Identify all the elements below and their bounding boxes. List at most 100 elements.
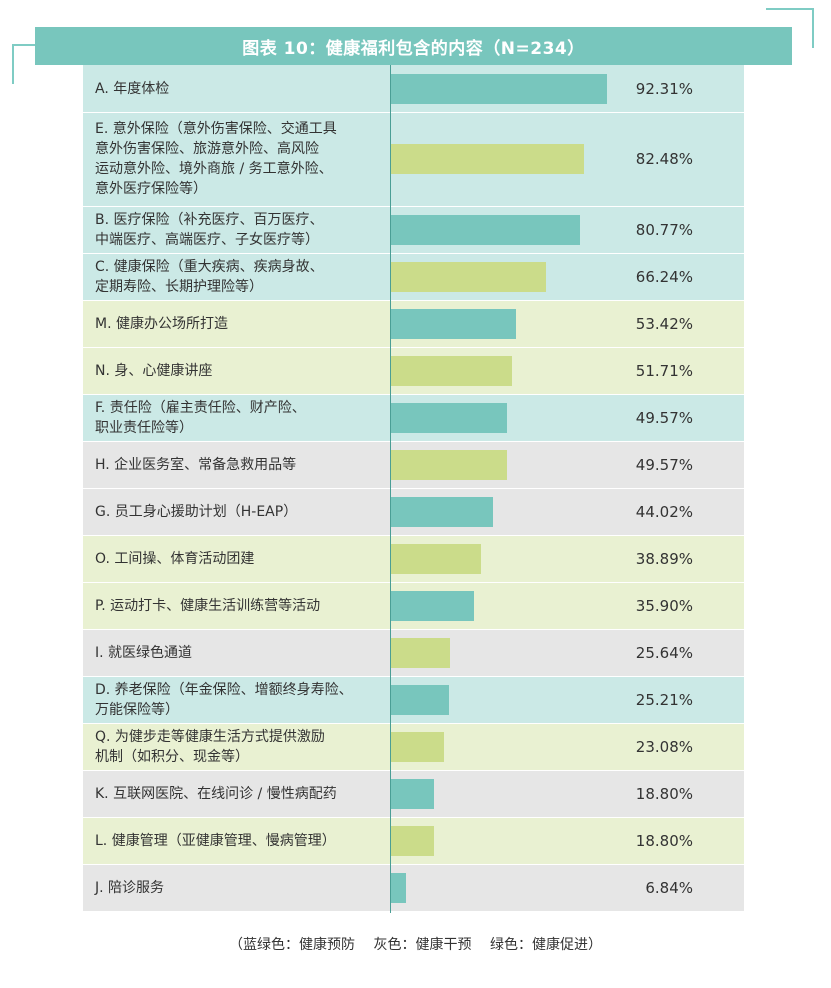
row-separator [83,488,744,489]
value-label: 18.80% [635,784,693,803]
category-label-line: L. 健康管理（亚健康管理、慢病管理） [95,832,336,849]
category-label: O. 工间操、体育活动团建 [95,535,385,582]
category-label: D. 养老保险（年金保险、增额终身寿险、 万能保险等） [95,676,385,723]
bar-chart: A. 年度体检 92.31% E. 意外保险（意外伤害保险、交通工具 意外伤害保险、旅… [83,65,744,913]
chart-row: J. 陪诊服务 6.84% [83,864,744,911]
chart-row: P. 运动打卡、健康生活训练营等活动 35.90% [83,582,744,629]
bar [390,731,445,762]
bar [390,261,546,292]
value-label: 49.57% [635,408,693,427]
color-legend-note: （蓝绿色：健康预防 灰色：健康干预 绿色：健康促进） [229,937,602,953]
value-label: 53.42% [635,314,693,333]
bar [390,144,584,174]
chart-row: B. 医疗保险（补充医疗、百万医疗、 中端医疗、高端医疗、子女医疗等） 80.77% [83,206,744,253]
category-label: I. 就医绿色通道 [95,629,385,676]
category-label: N. 身、心健康讲座 [95,347,385,394]
category-label-line: 中端医疗、高端医疗、子女医疗等） [95,231,319,248]
row-separator [83,629,744,630]
category-label-line: I. 就医绿色通道 [95,644,193,661]
category-label-line: 意外医疗保险等） [95,181,207,197]
row-separator [83,253,744,254]
category-label-line: P. 运动打卡、健康生活训练营等活动 [95,597,321,614]
category-label-line: 意外伤害保险、旅游意外险、高风险 [95,141,319,157]
row-separator [83,441,744,442]
chart-row: E. 意外保险（意外伤害保险、交通工具 意外伤害保险、旅游意外险、高风险 运动意外险… [83,112,744,206]
category-label: A. 年度体检 [95,65,385,112]
category-label: C. 健康保险（重大疾病、疾病身故、 定期寿险、长期护理险等） [95,253,385,300]
category-label-line: 机制（如积分、现金等） [95,748,249,765]
value-label: 66.24% [635,267,693,286]
category-label-line: D. 养老保险（年金保险、增额终身寿险、 [95,681,353,698]
row-separator [83,347,744,348]
chart-row: C. 健康保险（重大疾病、疾病身故、 定期寿险、长期护理险等） 66.24% [83,253,744,300]
chart-row: I. 就医绿色通道 25.64% [83,629,744,676]
bar [390,590,475,621]
bar [390,778,435,809]
value-axis-line [390,65,391,913]
chart-row: N. 身、心健康讲座 51.71% [83,347,744,394]
bar [390,402,507,433]
chart-row: K. 互联网医院、在线问诊 / 慢性病配药 18.80% [83,770,744,817]
category-label-line: Q. 为健步走等健康生活方式提供激励 [95,728,325,745]
value-label: 44.02% [635,502,693,521]
category-label-line: 职业责任险等） [95,419,193,436]
bar [390,355,512,386]
row-separator [83,817,744,818]
bar [390,308,516,339]
value-label: 35.90% [635,596,693,615]
category-label: F. 责任险（雇主责任险、财产险、 职业责任险等） [95,394,385,441]
row-separator [83,394,744,395]
category-label: B. 医疗保险（补充医疗、百万医疗、 中端医疗、高端医疗、子女医疗等） [95,206,385,253]
row-separator [83,112,744,113]
category-label: M. 健康办公场所打造 [95,300,385,347]
category-label-line: B. 医疗保险（补充医疗、百万医疗、 [95,211,324,228]
category-label-line: A. 年度体检 [95,80,170,97]
row-separator [83,676,744,677]
row-separator [83,864,744,865]
row-separator [83,535,744,536]
value-label: 80.77% [635,220,693,239]
category-label-line: O. 工间操、体育活动团建 [95,550,255,567]
value-label: 92.31% [635,79,693,98]
category-label: P. 运动打卡、健康生活训练营等活动 [95,582,385,629]
value-label: 18.80% [635,831,693,850]
category-label: J. 陪诊服务 [95,864,385,911]
category-label: L. 健康管理（亚健康管理、慢病管理） [95,817,385,864]
value-label: 25.21% [635,690,693,709]
corner-decoration-right [766,8,814,48]
category-label-line: C. 健康保险（重大疾病、疾病身故、 [95,258,324,275]
value-label: 51.71% [635,361,693,380]
category-label-line: G. 员工身心援助计划（H-EAP） [95,503,298,520]
category-label-line: 运动意外险、境外商旅 / 务工意外险、 [95,161,333,177]
chart-row: H. 企业医务室、常备急救用品等 49.57% [83,441,744,488]
bar [390,825,435,856]
chart-row: D. 养老保险（年金保险、增额终身寿险、 万能保险等） 25.21% [83,676,744,723]
bar [390,73,607,104]
value-label: 25.64% [635,643,693,662]
category-label-line: H. 企业医务室、常备急救用品等 [95,456,297,473]
row-separator [83,723,744,724]
bar [390,449,507,480]
value-label: 6.84% [645,878,693,897]
bar [390,637,451,668]
category-label-line: M. 健康办公场所打造 [95,315,228,332]
chart-row: O. 工间操、体育活动团建 38.89% [83,535,744,582]
category-label: Q. 为健步走等健康生活方式提供激励 机制（如积分、现金等） [95,723,385,770]
chart-title: 图表 10：健康福利包含的内容（N=234） [35,27,792,65]
row-separator [83,582,744,583]
category-label-line: N. 身、心健康讲座 [95,362,213,379]
chart-row: F. 责任险（雇主责任险、财产险、 职业责任险等） 49.57% [83,394,744,441]
category-label-line: J. 陪诊服务 [95,879,165,896]
row-separator [83,300,744,301]
bar [390,684,450,715]
value-label: 82.48% [635,150,693,168]
chart-row: A. 年度体检 92.31% [83,65,744,112]
chart-row: G. 员工身心援助计划（H-EAP） 44.02% [83,488,744,535]
bar [390,872,407,903]
category-label-line: E. 意外保险（意外伤害保险、交通工具 [95,121,337,137]
category-label: E. 意外保险（意外伤害保险、交通工具 意外伤害保险、旅游意外险、高风险 运动意外险… [95,112,385,206]
value-label: 38.89% [635,549,693,568]
category-label-line: F. 责任险（雇主责任险、财产险、 [95,399,306,416]
row-separator [83,770,744,771]
chart-row: Q. 为健步走等健康生活方式提供激励 机制（如积分、现金等） 23.08% [83,723,744,770]
